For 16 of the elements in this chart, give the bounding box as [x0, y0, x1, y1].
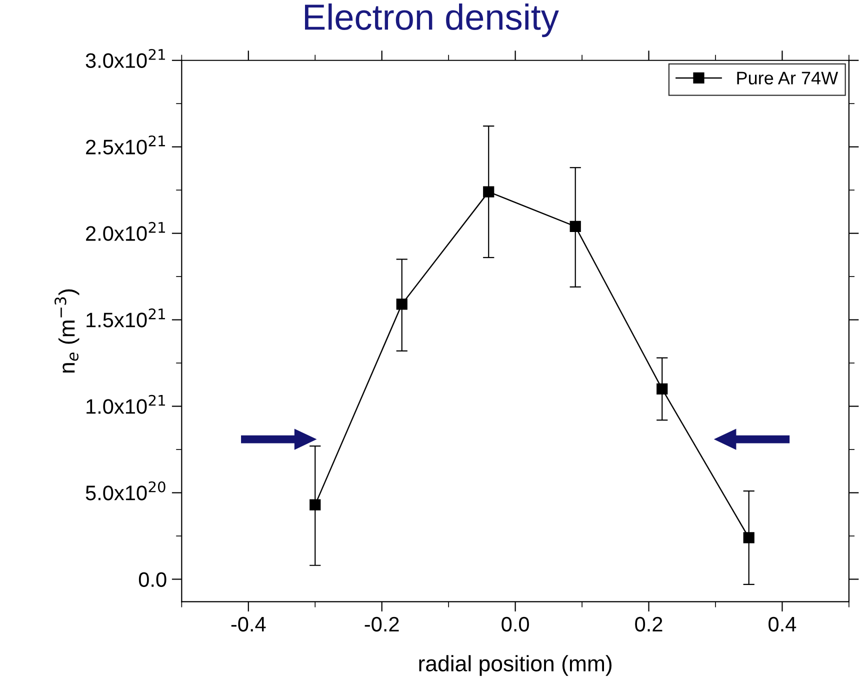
x-tick-label: -0.2 — [364, 616, 399, 632]
y-tick-label: 3.0x10$^{21}$ — [86, 48, 165, 68]
x-tick-label: -0.4 — [231, 616, 266, 632]
x-tick-label: 0.0 — [502, 616, 529, 632]
x-tick-label: 0.2 — [635, 616, 662, 632]
y-tick-label: 2.5x10$^{21}$ — [86, 135, 165, 154]
legend-label: Pure Ar 74W — [737, 72, 838, 84]
y-tick-label: 1.5x10$^{21}$ — [86, 308, 165, 328]
y-tick-label: 1.0x10$^{21}$ — [86, 394, 165, 414]
x-tick-label: 0.4 — [768, 616, 796, 632]
y-tick-label: 5.0x10$^{20}$ — [86, 481, 166, 500]
y-axis-title: n$_{e}$ (m$^{−3}$) — [54, 289, 80, 373]
y-tick-label: 0.0 — [138, 572, 166, 587]
x-axis-title: radial position (mm) — [419, 655, 612, 676]
chart-title: Electron density — [305, 3, 559, 38]
y-tick-label: 2.0x10$^{21}$ — [86, 222, 165, 241]
